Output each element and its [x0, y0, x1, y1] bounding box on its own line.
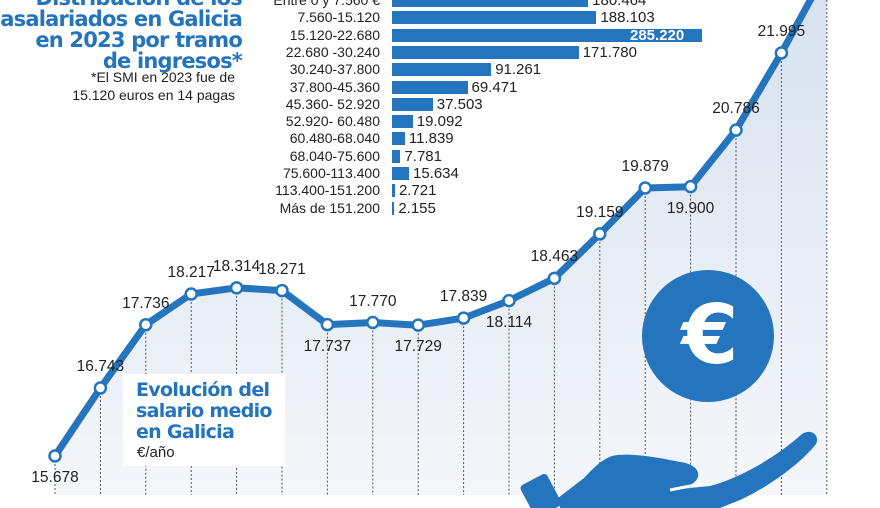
hand-icon [520, 431, 818, 508]
bar-value-label: 15.634 [412, 165, 459, 182]
bar-category-label: 7.560-15.120 [297, 9, 380, 26]
bar-category-label: Entre 0 y 7.560 € [273, 0, 380, 8]
bar-value-label: 11.839 [408, 130, 454, 148]
bar-value-label: 2.721 [398, 182, 437, 200]
bar-category-label: 52.920- 60.480 [285, 113, 380, 130]
data-point-label: 17.737 [303, 337, 352, 355]
bar [392, 11, 597, 25]
bar-category-label: 45.360- 52.920 [285, 95, 380, 112]
bar [392, 132, 405, 146]
data-point-label: 18.217 [167, 264, 215, 282]
smi-note: *El SMI en 2023 fue de 15.120 euros en 1… [72, 69, 235, 103]
bar [392, 28, 702, 42]
bar-row: 60.480-68.040 11.839 [0, 130, 880, 147]
bar-category-label: 68.040-75.600 [289, 147, 380, 164]
salary-line [51, 0, 815, 460]
bar-row: 45.360- 52.920 37.503 [0, 96, 880, 113]
data-point-label: 18.114 [485, 313, 533, 331]
svg-text:€: € [679, 288, 738, 383]
bar [392, 184, 395, 198]
bar-category-label: 113.400-151.200 [275, 182, 380, 199]
bar-category-label: 37.800-45.360 [289, 78, 380, 95]
data-point-label: 17.729 [394, 338, 442, 356]
line-chart-legend: Evolución del salario medio en Galicia €… [123, 374, 285, 466]
data-point-label: 17.770 [349, 292, 397, 310]
data-point-label: 19.900 [666, 199, 715, 217]
bar [392, 115, 413, 129]
bar-value-label: 19.092 [416, 113, 463, 131]
bar-category-label: 22.680 -30.240 [285, 43, 380, 60]
bar-category-label: 75.600-113.400 [282, 165, 380, 181]
unit-label: €/año [137, 444, 175, 461]
bar-value-label: 2.155 [398, 199, 436, 217]
data-point-label: 20.786 [712, 100, 760, 118]
bar [392, 63, 492, 77]
bar-row: 68.040-75.600 7.781 [0, 148, 880, 165]
data-point-label: 17.839 [439, 288, 488, 306]
bar-value-label: 188.103 [600, 9, 655, 27]
bar-row: 37.800-45.360 69.471 [0, 79, 880, 96]
bar-row: 30.240-37.800 91.261 [0, 61, 880, 78]
bar-value-label: 69.471 [471, 78, 518, 96]
data-points [48, 46, 789, 463]
bar-chart-title: Distribución de los asalariados en Galic… [0, 0, 243, 73]
bar-value-label: 7.781 [404, 147, 442, 165]
bar [392, 45, 579, 59]
bar-row: 15.120-22.680 285.220 [0, 27, 880, 44]
bar-category-label: 60.480-68.040 [289, 130, 380, 147]
bar-category-label: 30.240-37.800 [289, 61, 380, 78]
data-point-label: 19.159 [576, 203, 624, 221]
bar-value-label: 91.261 [495, 61, 542, 79]
data-point-label: 18.314 [212, 257, 261, 275]
bar-row: Más de 151.200 2.155 [0, 200, 880, 217]
bar-row: 113.400-151.200 2.721 [0, 182, 880, 199]
bar-value-label: 180.464 [592, 0, 647, 9]
euro-coin-icon: € [642, 270, 774, 402]
bar-row: 52.920- 60.480 19.092 [0, 113, 880, 130]
bar [392, 97, 433, 111]
bar-row: 22.680 -30.240 171.780 [0, 44, 880, 61]
bar-value-label: 37.503 [436, 95, 483, 113]
data-point-label: 16.743 [76, 358, 125, 376]
data-point-label: 19.879 [621, 157, 669, 175]
data-point-label: 21.995 [757, 23, 806, 40]
bar-value-label: 171.780 [582, 43, 637, 61]
bar-row: 7.560-15.120 188.103 [0, 9, 880, 26]
bar-row: 75.600-113.400 15.634 [0, 165, 880, 182]
bar [392, 167, 409, 180]
bar [392, 0, 589, 7]
line-chart-title: Evolución del salario medio en Galicia [136, 379, 272, 443]
data-point-label: 18.463 [530, 248, 579, 266]
data-point-label: 18.271 [258, 260, 306, 278]
area-chart [48, 0, 828, 495]
bar [392, 201, 395, 215]
bar-category-label: Más de 151.200 [279, 199, 380, 216]
area-fill [55, 0, 827, 495]
bar-row: Entre 0 y 7.560 € 180.464 [0, 0, 880, 9]
data-point-label: 17.736 [122, 294, 170, 312]
bar-category-label: 15.120-22.680 [289, 26, 380, 43]
bar-value-label: 285.220 [630, 26, 685, 44]
data-point-label: 15.678 [31, 469, 79, 486]
bar [392, 80, 468, 94]
bar [392, 149, 401, 163]
